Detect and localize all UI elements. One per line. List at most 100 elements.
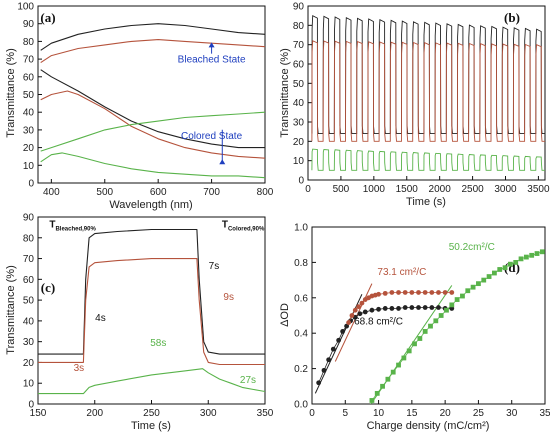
data-point	[344, 323, 350, 329]
data-point	[376, 291, 381, 297]
y-axis-label: Transmittance (%)	[5, 265, 17, 354]
x-tick-label: 200	[86, 408, 103, 419]
x-tick-label: 10	[373, 408, 385, 419]
x-tick-label: 500	[96, 187, 113, 198]
data-point	[380, 383, 385, 389]
y-tick-label: 30	[23, 337, 35, 348]
data-point	[352, 307, 358, 313]
y-tick-label: 40	[23, 316, 35, 327]
data-point	[369, 398, 375, 403]
y-tick-label: 40	[293, 98, 305, 109]
y-tick-label: 1.0	[294, 223, 308, 234]
data-point	[518, 256, 524, 262]
x-axis-label: Time (s)	[131, 420, 171, 432]
data-point	[486, 274, 492, 279]
y-tick-label: 70	[23, 55, 35, 66]
data-point	[401, 355, 407, 361]
y-tick-label: 60	[23, 72, 35, 83]
y-axis-label: Transmittance (%)	[5, 48, 17, 137]
x-tick-label: 600	[150, 187, 167, 198]
data-point	[382, 290, 388, 296]
y-tick-label: 50	[23, 296, 35, 307]
x-tick-label: 0	[305, 184, 311, 195]
data-point	[449, 290, 455, 295]
plot-frame	[37, 5, 266, 184]
y-tick-label: 90	[23, 213, 35, 224]
y-tick-label: 0.6	[294, 293, 308, 304]
x-tick-label: 500	[333, 184, 350, 195]
data-point	[428, 323, 433, 329]
data-point	[438, 313, 444, 318]
y-tick-label: 0	[298, 176, 304, 187]
data-point	[436, 305, 441, 310]
annotation-label: 58s	[150, 338, 166, 349]
y-tick-label: 90	[23, 19, 35, 30]
data-point	[481, 277, 487, 283]
data-point	[321, 367, 327, 373]
chart-panel-3: 150 200 250 300 350 0 10 20 30 40 50 60 70 80 90 Time (…	[5, 213, 274, 433]
x-tick-label: 3000	[494, 184, 517, 195]
data-point	[412, 341, 417, 347]
x-tick-label: 5	[343, 408, 349, 419]
y-tick-label: 40	[23, 108, 35, 119]
y-tick-label: 60	[293, 60, 305, 71]
fit-line-3	[370, 285, 453, 404]
data-point	[349, 313, 355, 318]
chart-panel-4: 0 5 10 15 20 25 30 35 0.0 0.2 0.4 0.6 0.8 1.0 Charge d…	[279, 223, 550, 433]
data-point	[396, 290, 401, 295]
plot-frame	[311, 226, 546, 405]
data-point	[396, 306, 401, 311]
y-tick-label: 80	[293, 21, 305, 32]
data-point	[390, 369, 396, 375]
y-tick-label: 20	[23, 143, 35, 154]
annotation-label: TColored,90%	[222, 219, 265, 232]
data-point	[470, 284, 476, 290]
y-tick-label: 80	[23, 233, 35, 244]
data-point	[465, 288, 471, 294]
data-point	[409, 290, 415, 295]
annotation-label: 27s	[240, 375, 256, 386]
x-tick-label: 25	[473, 408, 485, 419]
data-point	[429, 290, 435, 295]
x-tick-label: 400	[43, 187, 60, 198]
arrow-head	[208, 42, 215, 48]
annotation-label: 73.1 cm²/C	[377, 267, 426, 278]
plot-area	[311, 14, 545, 171]
data-point	[389, 306, 395, 311]
data-point	[460, 293, 465, 299]
x-tick-label: 800	[257, 187, 274, 198]
data-point	[356, 304, 361, 310]
annotation-label: 3s	[74, 363, 85, 374]
x-tick-label: 2000	[429, 184, 452, 195]
y-tick-label: 90	[293, 2, 305, 13]
y-tick-label: 0	[28, 179, 34, 190]
x-tick-label: 1500	[396, 184, 419, 195]
data-point	[359, 300, 365, 306]
chart-panel-1: 400 500 600 700 800 0 10 20 30 40 50 60 70 80 90 100 Wav…	[5, 2, 274, 212]
annotation-label: Colored State	[181, 131, 243, 142]
x-tick-label: 350	[257, 408, 274, 419]
data-point	[433, 318, 439, 324]
x-tick-label: 300	[200, 408, 217, 419]
data-point	[330, 346, 336, 352]
data-point	[444, 307, 449, 313]
y-tick-label: 30	[23, 125, 35, 136]
data-point	[346, 320, 352, 325]
annotation-label: 50.2cm²/C	[449, 242, 495, 253]
data-point	[497, 267, 503, 272]
x-tick-label: 3500	[527, 184, 550, 195]
data-point	[336, 337, 342, 343]
data-point	[523, 254, 529, 260]
x-axis-label: Charge density (mC/cm²)	[367, 420, 490, 432]
data-point	[416, 290, 421, 295]
data-point	[429, 305, 435, 310]
y-tick-label: 20	[23, 358, 35, 369]
plot-frame	[37, 216, 266, 405]
data-point	[374, 390, 380, 396]
series-line-6	[40, 152, 265, 179]
plot-area	[314, 249, 545, 404]
y-tick-label: 50	[293, 79, 305, 90]
data-point	[442, 290, 448, 295]
data-point	[385, 376, 391, 382]
